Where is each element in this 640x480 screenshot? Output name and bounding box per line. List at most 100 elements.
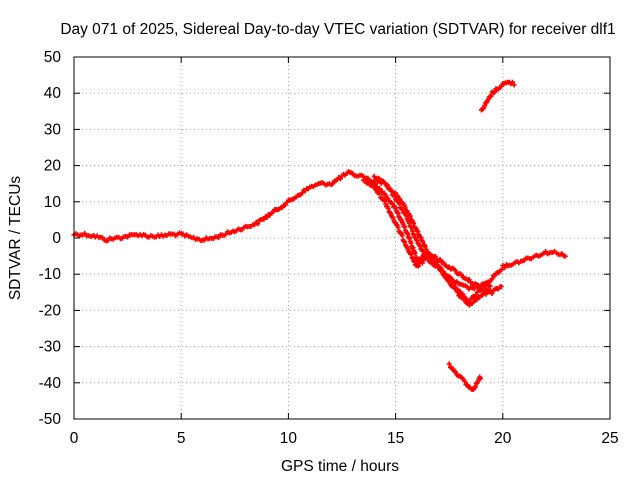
- data-point: [430, 256, 436, 261]
- data-point: [338, 176, 343, 182]
- y-tick-label: 40: [44, 85, 62, 102]
- data-point: [410, 255, 416, 261]
- y-axis-label: SDTVAR / TECUs: [7, 176, 24, 301]
- y-tick-label: 0: [52, 230, 61, 247]
- y-tick-label: -20: [39, 302, 62, 319]
- data-point: [462, 378, 468, 384]
- data-point: [402, 204, 408, 210]
- data-point: [488, 93, 494, 99]
- data-point: [487, 283, 493, 289]
- data-point: [379, 188, 385, 194]
- data-point: [399, 206, 405, 212]
- data-point: [399, 233, 405, 239]
- data-point: [362, 177, 368, 183]
- data-point: [455, 290, 461, 296]
- x-tick-label: 25: [601, 430, 618, 447]
- data-point: [439, 268, 445, 273]
- chart-title: Day 071 of 2025, Sidereal Day-to-day VTE…: [60, 21, 615, 38]
- x-tick-label: 20: [494, 430, 512, 447]
- data-point: [419, 260, 425, 266]
- data-point: [472, 384, 478, 390]
- series-upper-arc: [478, 79, 517, 113]
- series-lower-v: [446, 361, 483, 392]
- data-point: [466, 302, 472, 308]
- data-point: [440, 259, 446, 265]
- data-point: [466, 277, 472, 282]
- data-point: [216, 235, 222, 241]
- data-point: [441, 271, 447, 277]
- data-point: [282, 202, 288, 208]
- data-point: [415, 229, 421, 234]
- y-tick-label: -30: [39, 339, 62, 356]
- data-point: [420, 239, 426, 245]
- data-point: [562, 253, 568, 259]
- data-point: [453, 369, 459, 375]
- data-point: [478, 375, 483, 381]
- data-point: [433, 260, 439, 266]
- data-point: [474, 297, 480, 303]
- y-tick-label: -50: [39, 411, 62, 428]
- data-point: [264, 214, 270, 220]
- x-tick-label: 15: [387, 430, 404, 447]
- data-point: [446, 277, 452, 283]
- data-point: [408, 251, 414, 257]
- data-point: [492, 89, 498, 95]
- data-point: [452, 267, 458, 273]
- data-point: [407, 213, 413, 219]
- data-point: [498, 83, 504, 89]
- y-tick-label: -40: [39, 375, 62, 392]
- data-point: [409, 228, 415, 234]
- data-point: [489, 291, 495, 296]
- data-layer: [71, 79, 568, 392]
- data-point: [464, 381, 470, 387]
- data-point: [377, 185, 382, 191]
- data-point: [502, 265, 508, 271]
- y-tick-label: -10: [39, 266, 62, 283]
- data-point: [488, 288, 493, 294]
- data-point: [437, 256, 443, 262]
- data-point: [393, 190, 399, 196]
- y-tick-label: 50: [44, 49, 62, 66]
- series-main: [71, 169, 376, 244]
- data-point: [365, 175, 371, 181]
- x-tick-label: 5: [177, 430, 186, 447]
- data-point: [255, 221, 261, 227]
- series-recovery: [468, 248, 568, 302]
- data-point: [371, 183, 377, 189]
- data-point: [428, 253, 434, 259]
- data-point: [411, 221, 417, 226]
- data-point: [261, 216, 267, 222]
- data-point: [509, 79, 515, 85]
- data-point: [395, 193, 401, 199]
- data-point: [377, 190, 382, 196]
- y-tick-label: 20: [44, 158, 62, 175]
- data-point: [436, 264, 441, 270]
- data-point: [499, 267, 504, 273]
- data-point: [482, 102, 488, 108]
- grid-layer: [74, 57, 610, 419]
- data-point: [376, 175, 382, 181]
- data-point: [511, 82, 517, 88]
- data-point: [389, 201, 395, 207]
- series-branch-d: [371, 173, 472, 308]
- tick-layer: 0 5 10 15 20 25 -50 -40 -30 -20 -10 0 10 20 30 40 50: [39, 49, 619, 447]
- data-point: [299, 190, 305, 196]
- x-tick-label: 0: [70, 430, 79, 447]
- data-point: [473, 292, 479, 298]
- data-point: [459, 272, 464, 278]
- data-point: [489, 276, 495, 282]
- data-point: [417, 244, 423, 249]
- data-point: [414, 238, 420, 243]
- data-point: [382, 198, 388, 204]
- data-point: [446, 361, 452, 367]
- y-tick-label: 30: [44, 121, 62, 138]
- data-point: [498, 284, 504, 289]
- data-point: [422, 244, 428, 249]
- x-tick-label: 10: [280, 430, 298, 447]
- data-point: [481, 284, 487, 290]
- y-tick-label: 10: [44, 194, 62, 211]
- data-point: [415, 263, 421, 269]
- x-axis-label: GPS time / hours: [281, 458, 399, 475]
